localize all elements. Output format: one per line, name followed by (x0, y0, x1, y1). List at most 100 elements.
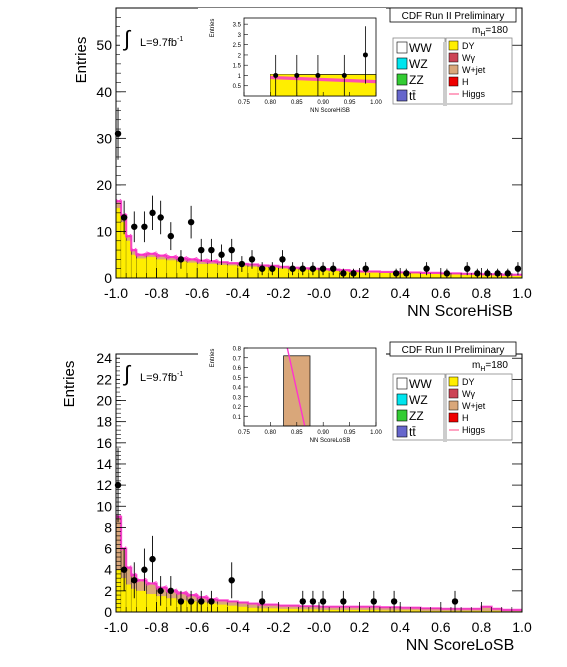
hisb-inset-data-point (341, 72, 347, 78)
hisb-dy-bar (278, 268, 289, 278)
hisb-experiment-box (389, 7, 517, 23)
losb-data-point (258, 598, 266, 605)
losb-ytick-label: 22 (96, 371, 112, 387)
hisb-legend-label: DY (462, 41, 475, 51)
hisb-inset-data-point (362, 52, 368, 58)
hisb-signal-hatch (197, 258, 208, 264)
hisb-xtick-label: 1.0 (512, 285, 532, 301)
losb-inset-ytick-label: 0.6 (233, 366, 242, 372)
losb-dy-bar (187, 601, 198, 612)
losb-inset-ylabel: Entries (210, 349, 216, 368)
hisb-data-point (392, 270, 400, 277)
hisb-inset: 0.5 1 1.5 2 2.5 3 3.5 0.75 0.80 0.85 0.90 0.95 1.00 N… (198, 8, 386, 120)
hisb-data-point (350, 270, 357, 277)
hisb-ytick-label: 30 (96, 130, 112, 146)
losb-ytick-label: 12 (96, 477, 112, 493)
hisb-ylabel: Entries (73, 37, 90, 84)
losb-data-point (340, 598, 347, 605)
losb-ytick-label: 8 (104, 519, 112, 535)
hisb-data-point (177, 256, 185, 263)
losb-xtick-label: 0.4 (390, 619, 410, 635)
losb-integral-symbol: ∫ (122, 361, 132, 386)
losb-data-point (149, 555, 156, 563)
losb-ytick-label: 6 (104, 541, 112, 557)
losb-mass-label: mH=180 (472, 360, 508, 373)
hisb-legend-label: WW (409, 41, 432, 55)
hisb-dy-bar (197, 264, 208, 278)
hisb-dy-bar (116, 208, 122, 278)
losb-ytick-label: 16 (96, 435, 112, 451)
losb-inset-xtick-label: 1.00 (370, 430, 382, 436)
hisb-xtick-label: 0.8 (472, 285, 492, 301)
hisb-panel: 0 10 20 30 40 50 -1.0 -0.8 -0.6 -0.4 -0.2 -0.0 0.2 0… (73, 7, 532, 320)
hisb-data-point (279, 256, 286, 263)
losb-signal-hatch (130, 572, 137, 578)
losb-dy-bar (121, 578, 127, 612)
losb-dy-bar (166, 598, 177, 612)
hisb-legend-label: ZZ (409, 73, 424, 87)
losb-data-point (319, 598, 327, 605)
losb-dy-bar (156, 596, 167, 612)
hisb-legend-swatch (448, 40, 459, 51)
hisb-ytick-label: 40 (96, 84, 112, 100)
losb-data-point (167, 587, 175, 595)
losb-data-point (370, 598, 378, 605)
losb-signal-hatch (146, 581, 157, 586)
losb-legend-label: H (462, 413, 469, 423)
losb-xtick-label: -0.4 (226, 619, 250, 635)
hisb-data-point (484, 270, 491, 277)
losb-lumi-box (120, 356, 198, 396)
hisb-signal-hatch (166, 254, 178, 260)
losb-ytick-label: 24 (96, 350, 112, 366)
losb-dy-bar (227, 605, 238, 612)
hisb-data-point (443, 270, 451, 277)
losb-legend-label: DY (462, 377, 475, 387)
losb-dy-bar (146, 594, 157, 612)
losb-lumi-text: L=9.7fb-1 (140, 371, 183, 384)
losb-data-point (131, 577, 138, 584)
hisb-legend-shadow (443, 42, 447, 106)
hisb-legend-label: W+jet (462, 65, 486, 75)
hisb-legend-label: H (462, 77, 469, 87)
hisb-inset-ytick-label: 1 (238, 74, 242, 80)
hisb-inset-ytick-label: 2.5 (233, 43, 242, 49)
losb-data-point (177, 598, 185, 605)
hisb-inset-xtick-label: 0.95 (344, 100, 356, 106)
hisb-data-point (340, 270, 347, 277)
hisb-data-point (120, 214, 128, 221)
losb-inset-xtick-label: 0.80 (265, 430, 277, 436)
hisb-y-ticklabels: 0 10 20 30 40 50 (96, 37, 112, 286)
hisb-inset-ylabel: Entries (210, 19, 216, 38)
hisb-dy-bar (227, 265, 238, 278)
hisb-data-point (157, 214, 164, 221)
hisb-inset-ytick-label: 3 (238, 33, 242, 39)
hisb-dy-bar (308, 270, 319, 278)
hisb-legend-swatch (396, 57, 408, 70)
losb-dy-bar (136, 590, 147, 612)
losb-inset-ytick-label: 0.2 (233, 405, 242, 411)
losb-signal-hatch (186, 592, 198, 598)
hisb-inset-xtick-label: 0.75 (238, 100, 250, 106)
losb-legend-shadow (443, 378, 447, 442)
hisb-dy-bar (146, 257, 157, 278)
hisb-data-point (494, 270, 501, 277)
losb-inset: 0.1 0.2 0.3 0.4 0.5 0.6 0.7 0.8 0.75 0.80 0.85 0.90… (198, 344, 386, 448)
hisb-data-point (187, 218, 195, 226)
losb-legend-label: Wγ (462, 389, 475, 399)
losb-inset-ytick-label: 0.8 (233, 347, 242, 353)
losb-data-point (451, 598, 459, 605)
hisb-signal-hatch (146, 251, 157, 257)
hisb-data-point (289, 265, 296, 272)
losb-dy-bar (131, 588, 137, 612)
losb-legend-swatch (448, 400, 459, 411)
hisb-inset-data-point (315, 72, 321, 78)
hisb-inset-xtick-label: 0.90 (317, 100, 329, 106)
hisb-ytick-label: 10 (96, 223, 112, 239)
hisb-inset-ytick-label: 1.5 (233, 64, 242, 70)
losb-experiment-label: CDF Run II Preliminary (402, 345, 505, 356)
hisb-data-point (463, 265, 471, 272)
hisb-dy-bar (131, 254, 137, 278)
hisb-data-point (362, 265, 369, 272)
losb-data-point (198, 598, 205, 605)
